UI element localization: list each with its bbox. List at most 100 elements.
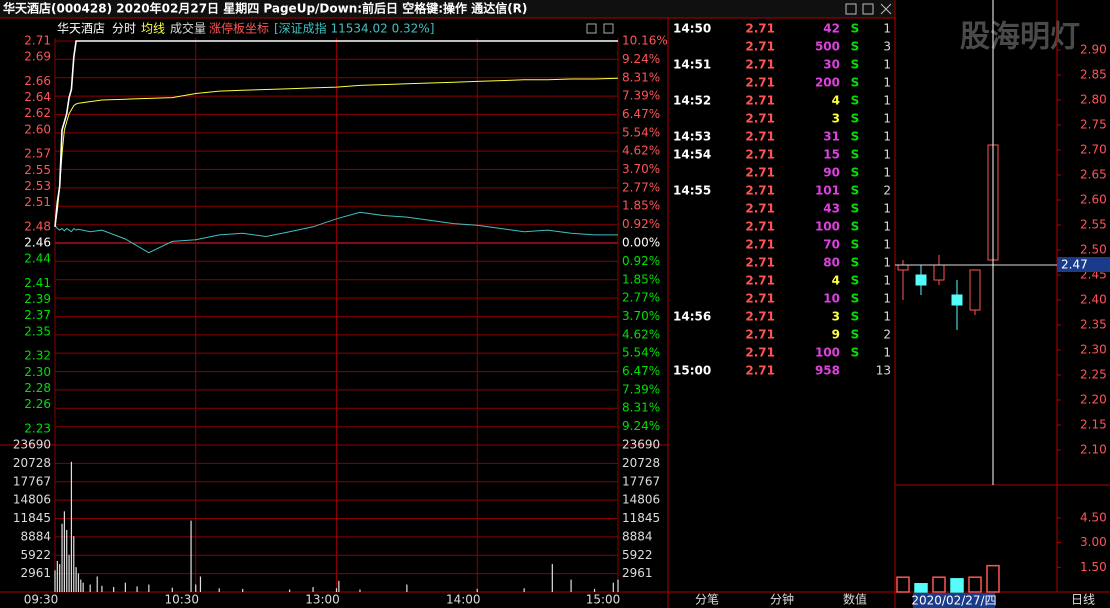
y-tick-label: 2.85 (1080, 68, 1107, 82)
y-tick-label: 2.60 (24, 122, 51, 136)
stock-name: 华天酒店 (57, 22, 105, 36)
y-tick-label: 2.30 (24, 365, 51, 379)
y-tick-label: 2.69 (24, 50, 51, 64)
y-tick-label: 2.55 (1080, 218, 1107, 232)
y-tick-label: 2.35 (24, 324, 51, 338)
trade-price: 2.71 (745, 346, 775, 360)
trade-count: 1 (883, 112, 891, 126)
trade-time: 14:56 (673, 310, 711, 324)
y-tick-label: 2.57 (24, 147, 51, 161)
trade-price: 2.71 (745, 238, 775, 252)
y-tick-label: 2.51 (24, 195, 51, 209)
y-tick-label: 3.00 (1080, 535, 1107, 549)
candle-body (933, 264, 945, 281)
header-icons (586, 23, 614, 34)
trade-volume: 101 (815, 184, 840, 198)
y2-tick-label: 9.24% (622, 419, 660, 433)
trade-price: 2.71 (745, 220, 775, 234)
x-tick-label: 13:00 (305, 593, 340, 607)
y2-tick-label: 9.24% (622, 52, 660, 66)
trade-price: 2.71 (745, 94, 775, 108)
y-tick-label: 2.10 (1080, 443, 1107, 457)
y-tick-label: 23690 (13, 438, 51, 452)
y-tick-label: 2.30 (1080, 343, 1107, 357)
trade-count: 3 (883, 40, 891, 54)
header-icon[interactable] (603, 23, 614, 34)
trade-side: S (851, 58, 860, 72)
y2-tick-label: 5922 (622, 548, 653, 562)
trade-side: S (851, 274, 860, 288)
price-line (54, 40, 618, 227)
trade-time: 15:00 (673, 364, 711, 378)
trade-volume: 958 (815, 364, 840, 378)
y-tick-label: 2.70 (1080, 143, 1107, 157)
y-tick-label: 2.32 (24, 349, 51, 363)
trade-volume: 90 (823, 166, 840, 180)
trade-side: S (851, 94, 860, 108)
y2-tick-label: 8884 (622, 529, 653, 543)
trade-count: 1 (883, 76, 891, 90)
y2-tick-label: 5.54% (622, 125, 660, 139)
trade-count: 1 (883, 310, 891, 324)
y-tick-label: 2.20 (1080, 393, 1107, 407)
y2-tick-label: 7.39% (622, 382, 660, 396)
y2-tick-label: 4.62% (622, 144, 660, 158)
y2-tick-label: 20728 (622, 456, 660, 470)
legend-entry: 分时 (112, 22, 136, 36)
volume-bar (968, 576, 982, 593)
y-tick-label: 2.39 (24, 292, 51, 306)
trade-volume: 30 (823, 58, 840, 72)
volume-bar (932, 576, 946, 593)
last-price-box (1057, 257, 1110, 272)
trade-volume: 10 (823, 292, 840, 306)
x-tick-label: 15:00 (586, 593, 621, 607)
trade-count: 1 (883, 130, 891, 144)
candle-body (951, 294, 963, 306)
y-tick-label: 5922 (20, 548, 51, 562)
y2-tick-label: 1.85% (622, 272, 660, 286)
trade-price: 2.71 (745, 112, 775, 126)
kline-period[interactable]: 日线 (1071, 593, 1095, 607)
y-tick-label: 2.46 (24, 236, 51, 250)
trade-side: S (851, 238, 860, 252)
trade-count: 1 (883, 202, 891, 216)
trade-side: S (851, 130, 860, 144)
y2-tick-label: 8.31% (622, 401, 660, 415)
trade-volume: 100 (815, 220, 840, 234)
header-icon[interactable] (586, 23, 597, 34)
y2-tick-label: 4.62% (622, 327, 660, 341)
control-icon[interactable] (845, 3, 857, 15)
trade-price: 2.71 (745, 274, 775, 288)
x-tick-label: 09:30 (24, 593, 59, 607)
y-tick-label: 2.40 (1080, 293, 1107, 307)
y-tick-label: 2.60 (1080, 193, 1107, 207)
trade-price: 2.71 (745, 148, 775, 162)
trade-side: S (851, 328, 860, 342)
trade-side: S (851, 166, 860, 180)
trade-price: 2.71 (745, 22, 775, 36)
trade-count: 2 (883, 184, 891, 198)
tab[interactable]: 数值 (843, 592, 867, 607)
y2-tick-label: 2961 (622, 566, 653, 580)
volume-bar (950, 578, 964, 593)
close-icon[interactable] (880, 3, 892, 15)
trade-side: S (851, 202, 860, 216)
price-line (54, 77, 619, 227)
tab[interactable]: 分钟 (770, 592, 794, 607)
control-icon[interactable] (862, 3, 874, 15)
tab[interactable]: 分笔 (695, 592, 719, 607)
y-tick-label: 17767 (13, 474, 51, 488)
volume-label: 成交量 (170, 21, 206, 36)
candle-body (915, 274, 927, 286)
y-tick-label: 2.55 (24, 163, 51, 177)
price-line (54, 211, 618, 254)
y2-tick-label: 2.77% (622, 291, 660, 305)
legend-entry: 均线 (141, 22, 165, 36)
trade-count: 1 (883, 274, 891, 288)
window-controls (845, 3, 892, 15)
y-tick-label: 2.50 (1080, 243, 1107, 257)
trade-side: S (851, 112, 860, 126)
y-tick-label: 2.23 (24, 421, 51, 435)
y-tick-label: 2.37 (24, 308, 51, 322)
